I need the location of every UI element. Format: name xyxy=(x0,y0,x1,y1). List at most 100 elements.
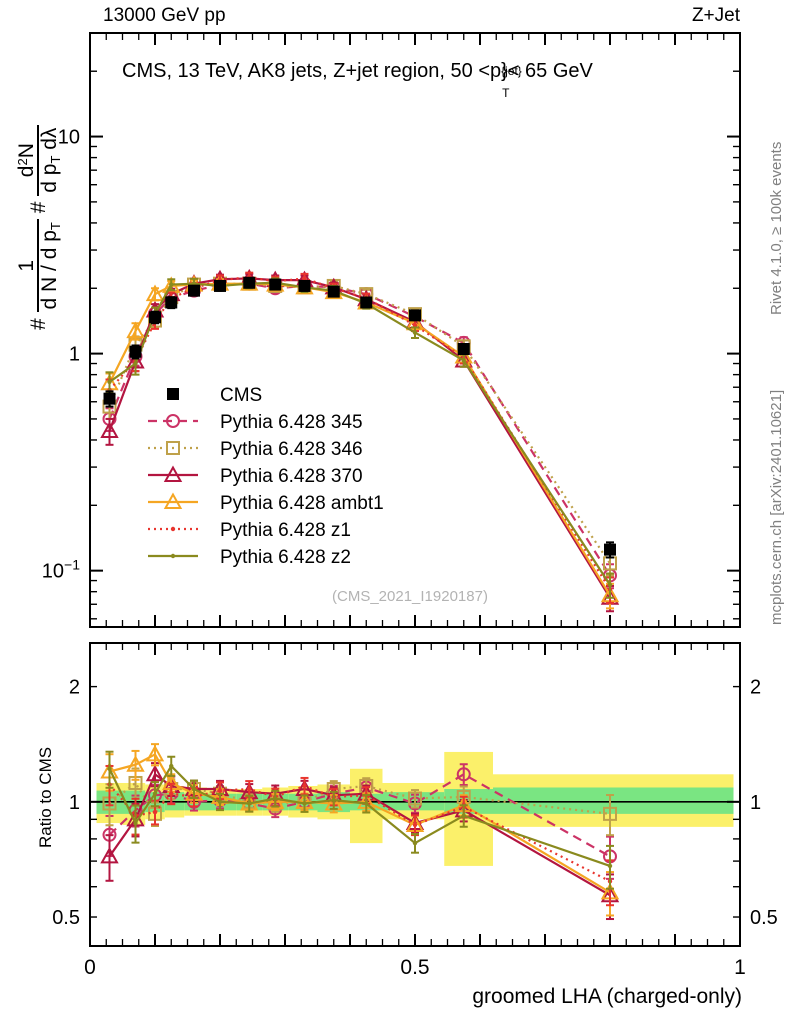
y-axis-label-den: d N / d p xyxy=(38,230,61,310)
marker-square-filled xyxy=(327,285,340,298)
marker-dot xyxy=(217,788,223,793)
main-series-pythia-6-428-z1 xyxy=(105,271,614,604)
marker-dot xyxy=(169,791,174,796)
marker-dot xyxy=(170,526,176,532)
main-panel-axes xyxy=(89,32,741,628)
marker-dot xyxy=(133,361,138,366)
marker-square xyxy=(166,441,180,455)
marker-dot xyxy=(133,820,138,826)
legend: CMS Pythia 6.428 345 Pythia 6.428 346 Pythi… xyxy=(148,385,384,568)
marker-triangle xyxy=(163,492,183,509)
marker-dot xyxy=(412,822,418,828)
legend-label: Pythia 6.428 370 xyxy=(220,466,363,487)
marker-square-filled xyxy=(149,311,161,324)
y-axis-label: # 1 d N / d pT # d2N d pT dλ xyxy=(15,124,63,330)
main-series-cms xyxy=(103,276,616,559)
marker-triangle xyxy=(145,764,165,782)
marker-square-filled xyxy=(409,309,421,322)
marker-dot xyxy=(461,813,466,818)
series-line xyxy=(109,752,611,894)
marker-dot xyxy=(331,797,336,803)
ratio-series-pythia-6-428-z2 xyxy=(105,750,614,890)
plot-title-sub: T xyxy=(502,86,510,100)
xtick-0.5: 0.5 xyxy=(400,956,429,979)
marker-dot xyxy=(273,796,278,801)
marker-square-filled xyxy=(360,296,373,309)
y-axis-label-frac2-den-sub: T xyxy=(48,155,63,164)
plot-title-tail: }< 65 GeV xyxy=(501,60,593,82)
series-line xyxy=(108,282,611,577)
ratio-ytick-right-0.5: 0.5 xyxy=(750,907,778,929)
legend-label: Pythia 6.428 345 xyxy=(220,412,363,433)
marker-dot xyxy=(412,323,418,328)
plot-title-main: CMS, 13 TeV, AK8 jets, Z+jet region, 50 … xyxy=(122,60,502,82)
legend-label: Pythia 6.428 z2 xyxy=(220,547,351,568)
ratio-ytick-left-1: 1 xyxy=(69,792,80,814)
legend-label: CMS xyxy=(220,385,262,406)
y-axis-label-den-sub: T xyxy=(48,222,63,231)
marker-square-filled xyxy=(269,278,282,291)
marker-square-filled xyxy=(604,543,616,556)
marker-square-filled xyxy=(165,296,178,309)
marker-circle xyxy=(166,414,180,428)
marker-dot xyxy=(107,379,112,385)
series-line xyxy=(108,772,611,897)
marker-dot xyxy=(191,786,197,792)
marker-dot xyxy=(364,801,369,806)
marker-circle xyxy=(456,767,471,782)
marker-dot xyxy=(170,553,176,559)
series-line xyxy=(108,773,611,858)
xtick-0: 0 xyxy=(84,956,96,979)
ratio-ytick-left-0.5: 0.5 xyxy=(52,907,80,929)
marker-dot xyxy=(152,791,158,796)
y-axis-label-frac2-den: d p xyxy=(38,163,61,193)
marker-square-filled xyxy=(298,279,311,292)
marker-dot xyxy=(152,809,158,815)
series-line xyxy=(108,276,611,590)
marker-square xyxy=(408,791,422,806)
marker-dot xyxy=(412,330,418,335)
marker-dot xyxy=(302,276,307,281)
marker-square-filled xyxy=(103,392,116,405)
marker-triangle xyxy=(100,846,119,864)
marker-dot xyxy=(169,282,174,287)
marker-square-filled xyxy=(188,284,200,297)
y-axis-label-lambda: λ xyxy=(38,127,61,139)
main-ytick-10: 10 xyxy=(58,127,80,149)
y-axis-label-num: 1 xyxy=(15,259,38,272)
marker-square xyxy=(603,806,617,821)
y-axis-label-hash2: # xyxy=(27,201,50,214)
marker-dot xyxy=(247,786,252,792)
marker-dot xyxy=(217,799,223,805)
legend-label: Pythia 6.428 z1 xyxy=(220,520,351,541)
analysis-id-watermark: (CMS_2021_I1920187) xyxy=(332,588,488,605)
ratio-ytick-right-1: 1 xyxy=(750,792,761,814)
ratio-y-axis-label: Ratio to CMS xyxy=(36,746,55,848)
plot-title: CMS, 13 TeV, AK8 jets, Z+jet region, 50 … xyxy=(122,60,593,100)
ratio-ytick-right-2: 2 xyxy=(750,677,761,699)
marker-dot xyxy=(302,801,307,806)
marker-square-filled xyxy=(129,345,142,358)
xtick-1: 1 xyxy=(734,956,746,979)
marker-dot xyxy=(461,358,466,363)
header-right: Z+Jet xyxy=(691,5,740,26)
ratio-panel-axes xyxy=(89,642,741,947)
marker-square-filled xyxy=(167,388,179,400)
y-axis-label-frac2-den2: d xyxy=(38,138,61,150)
marker-dot xyxy=(169,763,174,769)
y-axis-label-frac2-num: d xyxy=(15,165,38,178)
y-axis-label-frac2-numN: N xyxy=(15,143,38,159)
marker-triangle xyxy=(145,744,165,762)
series-line xyxy=(108,281,611,586)
x-axis-label: groomed LHA (charged-only) xyxy=(472,985,742,1008)
main-ytick-0.1: 10−1 xyxy=(42,557,80,583)
marker-dot xyxy=(247,801,252,806)
mcplots-label: mcplots.cern.ch [arXiv:2401.10621] xyxy=(768,389,785,625)
marker-dot xyxy=(412,840,418,846)
marker-triangle xyxy=(163,465,183,482)
marker-triangle xyxy=(100,421,119,438)
marker-dot xyxy=(607,582,613,588)
marker-triangle xyxy=(126,755,145,772)
